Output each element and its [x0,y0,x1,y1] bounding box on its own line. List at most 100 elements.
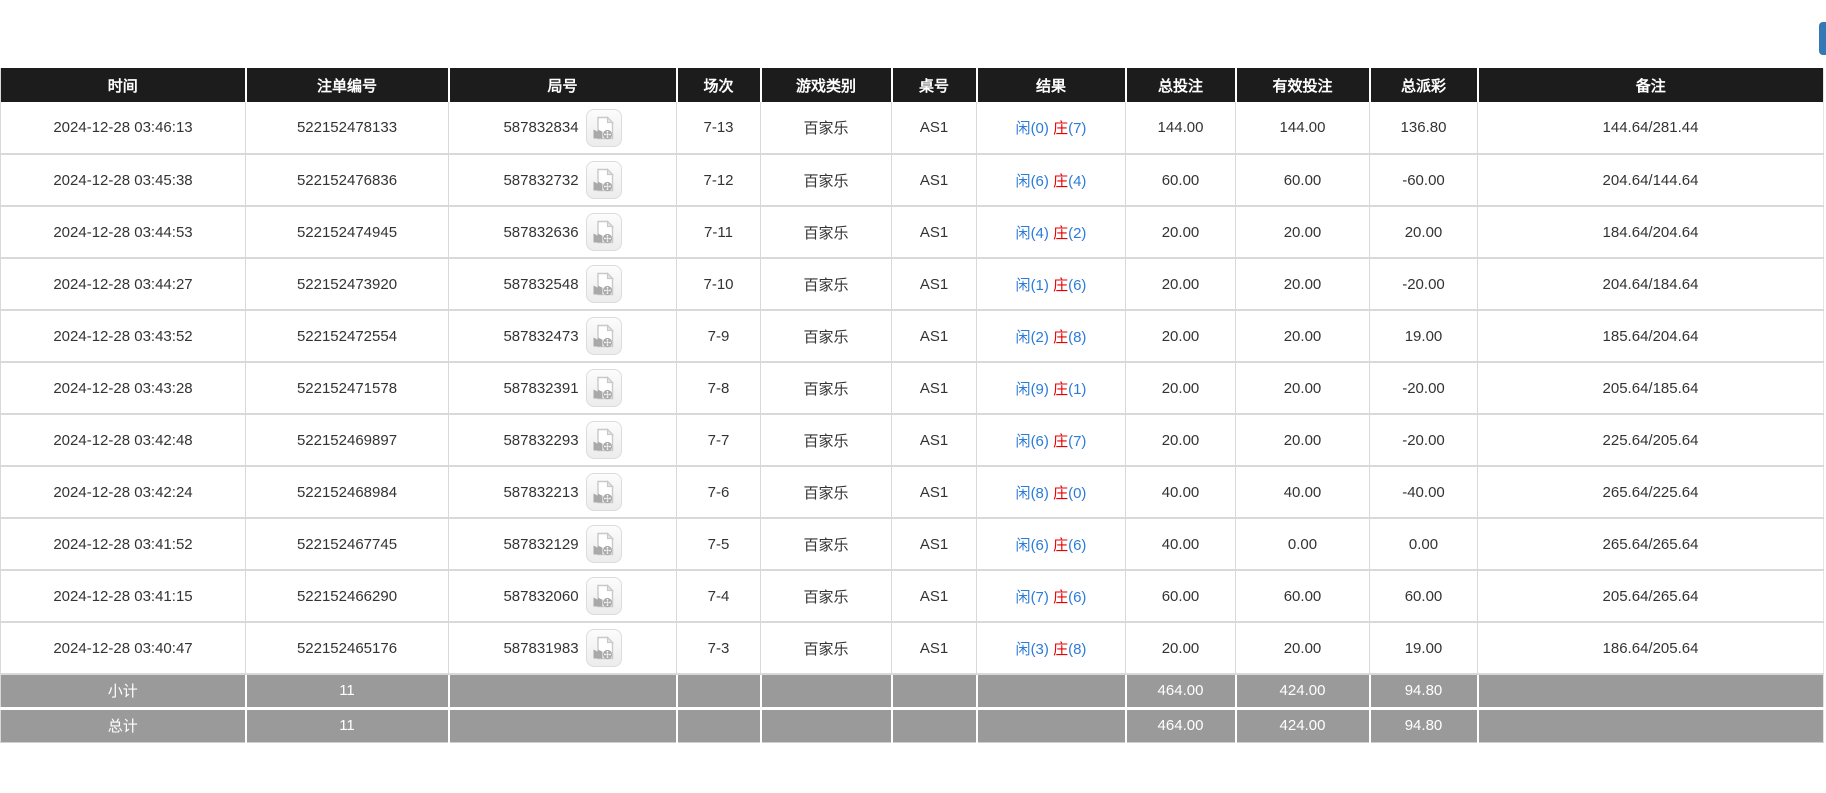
cell-total-payout: 19.00 [1369,310,1478,363]
cell-total-bet[interactable]: 20.00 [1125,310,1236,363]
cell-total-bet[interactable]: 20.00 [1125,206,1236,259]
round-id-group: 587832473 [453,317,672,355]
cell-time: 2024-12-28 03:41:15 [0,570,246,623]
cell-bet-id: 522152467745 [245,518,449,571]
result-player-label: 闲 [1015,432,1031,450]
result-banker-score: (1) [1068,380,1087,398]
result-player-label: 闲 [1015,120,1031,137]
result-player-score: (7) [1030,588,1049,606]
cell-game-type: 百家乐 [760,622,892,675]
bet-row: 2024-12-28 03:42:48 522152469897 587832293… [0,414,1824,467]
cell-table-no: AS1 [891,518,977,571]
cell-round-id: 587832213 [448,466,677,519]
result-player-label: 闲 [1015,640,1031,658]
cell-table-no: AS1 [891,362,977,415]
cell-game-type: 百家乐 [760,518,892,571]
cell-remark: 144.64/281.44 [1477,102,1824,155]
video-replay-icon[interactable] [585,265,622,303]
result-player-score: (6) [1030,432,1049,450]
cell-round-id: 587832636 [448,206,677,259]
cell-total-payout: -40.00 [1369,466,1478,519]
result-player-score: (0) [1030,120,1049,137]
grandtotal-row: 总计 11 464.00 424.00 94.80 [0,708,1824,743]
bet-row: 2024-12-28 03:44:53 522152474945 587832636… [0,206,1824,259]
summary-empty-remark [1477,674,1824,710]
video-replay-icon[interactable] [585,421,622,459]
result-banker-label: 庄 [1053,380,1069,398]
column-header-bet_id: 注单编号 [245,68,450,102]
video-replay-icon[interactable] [585,369,622,407]
round-number: 587832636 [503,223,579,241]
cell-result: 闲(8) 庄(0) [976,466,1126,519]
offscreen-action-button[interactable] [1819,22,1826,55]
cell-total-bet[interactable]: 20.00 [1125,258,1236,311]
cell-total-bet[interactable]: 40.00 [1125,466,1236,519]
cell-total-bet[interactable]: 40.00 [1125,518,1236,571]
video-replay-icon[interactable] [585,317,622,355]
result-player-score: (1) [1030,276,1049,294]
summary-empty-session [676,674,762,710]
cell-valid-bet: 40.00 [1235,466,1370,519]
cell-round-id: 587831983 [448,622,677,675]
result-player-score: (2) [1030,328,1049,346]
cell-round-id: 587832473 [448,310,677,363]
cell-session: 7-8 [676,362,761,415]
cell-table-no: AS1 [891,466,977,519]
cell-table-no: AS1 [891,154,977,207]
cell-valid-bet: 20.00 [1235,414,1370,467]
column-header-payout: 总派彩 [1369,68,1479,102]
cell-total-bet[interactable]: 60.00 [1125,154,1236,207]
result-banker-score: (8) [1068,640,1087,658]
summary-valid-bet: 424.00 [1235,708,1371,743]
cell-result: 闲(6) 庄(6) [976,518,1126,571]
cell-time: 2024-12-28 03:43:52 [0,310,246,363]
result-banker-label: 庄 [1053,588,1069,606]
summary-empty-table-no [891,708,978,743]
video-replay-icon[interactable] [585,525,622,563]
cell-total-payout: 0.00 [1369,518,1478,571]
summary-empty-remark [1477,708,1824,743]
cell-table-no: AS1 [891,414,977,467]
table-body: 2024-12-28 03:46:13 522152478133 587832834… [0,102,1824,743]
cell-total-bet[interactable]: 20.00 [1125,622,1236,675]
result-banker-label: 庄 [1053,276,1069,294]
round-number: 587832129 [503,535,579,553]
cell-result: 闲(4) 庄(2) [976,206,1126,259]
result-banker-score: (4) [1068,172,1087,190]
cell-remark: 186.64/205.64 [1477,622,1824,675]
video-replay-icon[interactable] [585,473,622,511]
cell-total-bet[interactable]: 144.00 [1125,102,1236,155]
video-replay-icon[interactable] [585,213,622,251]
video-replay-icon[interactable] [585,629,622,667]
cell-total-payout: 60.00 [1369,570,1478,623]
summary-empty-game-type [760,674,893,710]
summary-label: 小计 [0,674,247,710]
cell-result: 闲(0) 庄(7) [976,102,1126,155]
cell-valid-bet: 144.00 [1235,102,1370,155]
cell-total-bet[interactable]: 60.00 [1125,570,1236,623]
cell-game-type: 百家乐 [760,570,892,623]
video-replay-icon[interactable] [585,108,622,147]
cell-total-bet[interactable]: 20.00 [1125,414,1236,467]
summary-total-bet: 464.00 [1125,674,1237,710]
bet-row: 2024-12-28 03:45:38 522152476836 587832732… [0,154,1824,207]
round-id-group: 587832548 [453,265,672,303]
cell-valid-bet: 20.00 [1235,206,1370,259]
result-banker-label: 庄 [1053,484,1069,502]
cell-bet-id: 522152468984 [245,466,449,519]
cell-session: 7-13 [676,102,761,155]
cell-time: 2024-12-28 03:42:24 [0,466,246,519]
cell-bet-id: 522152471578 [245,362,449,415]
cell-session: 7-9 [676,310,761,363]
video-replay-icon[interactable] [585,161,622,199]
cell-game-type: 百家乐 [760,102,892,155]
cell-table-no: AS1 [891,622,977,675]
round-number: 587831983 [503,639,579,657]
video-replay-icon[interactable] [585,577,622,615]
result-player-score: (8) [1030,484,1049,502]
cell-total-bet[interactable]: 20.00 [1125,362,1236,415]
cell-game-type: 百家乐 [760,154,892,207]
bet-row: 2024-12-28 03:46:13 522152478133 587832834… [0,102,1824,155]
cell-total-payout: 136.80 [1369,102,1478,155]
